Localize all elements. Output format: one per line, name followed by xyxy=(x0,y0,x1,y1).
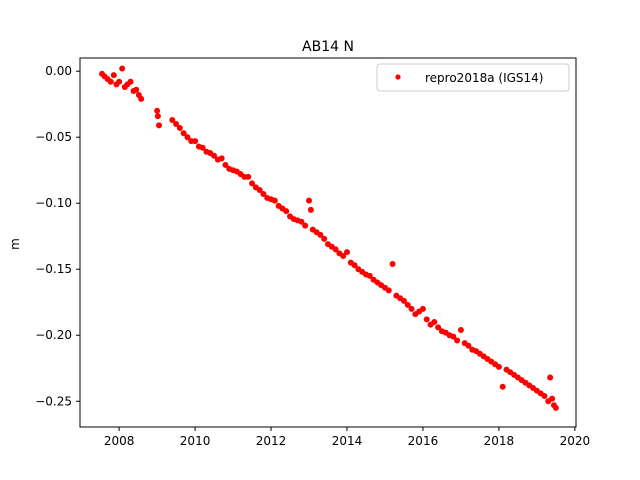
x-tick-label: 2010 xyxy=(180,434,211,448)
x-tick-label: 2012 xyxy=(256,434,287,448)
data-point xyxy=(317,231,324,238)
x-tick-label: 2016 xyxy=(408,434,439,448)
x-tick-label: 2014 xyxy=(332,434,363,448)
data-point xyxy=(321,235,328,242)
data-point xyxy=(423,316,430,323)
data-point xyxy=(366,272,373,279)
data-point xyxy=(465,342,472,349)
data-point xyxy=(199,144,206,151)
data-point xyxy=(547,374,554,381)
data-point xyxy=(343,249,350,256)
legend: repro2018a (IGS14) xyxy=(376,63,570,92)
data-point xyxy=(499,383,506,390)
y-tick-label: −0.20 xyxy=(35,328,72,342)
data-point xyxy=(245,173,252,180)
data-point xyxy=(271,197,278,204)
x-axis-ticks: 2008 2010 2012 2014 2016 2018 2020 xyxy=(104,427,590,448)
y-tick-label: 0.00 xyxy=(45,64,72,78)
data-point xyxy=(495,363,502,370)
y-tick-label: −0.15 xyxy=(35,262,72,276)
data-point xyxy=(154,107,161,114)
data-point xyxy=(211,152,218,159)
data-point xyxy=(110,72,117,79)
data-point xyxy=(435,324,442,331)
data-point xyxy=(283,208,290,215)
data-point xyxy=(173,121,180,128)
data-point xyxy=(154,113,161,120)
data-point xyxy=(431,319,438,326)
plot-frame xyxy=(79,57,577,428)
data-point xyxy=(127,78,134,85)
data-point xyxy=(385,287,392,294)
data-point xyxy=(340,253,347,260)
data-point xyxy=(408,305,415,312)
data-point xyxy=(249,180,256,187)
data-point xyxy=(133,86,140,93)
data-point xyxy=(192,138,199,145)
data-point xyxy=(107,78,114,85)
x-tick-label: 2020 xyxy=(560,434,591,448)
data-point xyxy=(400,297,407,304)
y-tick-label: −0.05 xyxy=(35,130,72,144)
data-point xyxy=(176,124,183,131)
data-point xyxy=(454,337,461,344)
data-point xyxy=(222,161,229,168)
data-points xyxy=(99,65,559,411)
data-point xyxy=(450,333,457,340)
data-point xyxy=(419,305,426,312)
x-tick-label: 2008 xyxy=(104,434,135,448)
chart-title: AB14 N xyxy=(302,39,354,55)
data-point xyxy=(302,222,309,229)
data-point xyxy=(552,404,559,411)
legend-box xyxy=(376,63,570,92)
legend-marker xyxy=(395,74,401,80)
data-point xyxy=(169,117,176,124)
data-point xyxy=(184,134,191,141)
data-point xyxy=(218,155,225,162)
y-axis-label: m xyxy=(8,238,22,250)
data-point xyxy=(260,190,267,197)
data-point xyxy=(256,187,263,194)
data-point xyxy=(307,206,314,213)
data-point xyxy=(116,78,123,85)
data-point xyxy=(306,197,313,204)
data-point xyxy=(404,301,411,308)
y-axis-ticks: 0.00 −0.05 −0.10 −0.15 −0.20 −0.25 xyxy=(35,64,80,408)
data-point xyxy=(119,65,126,72)
legend-label: repro2018a (IGS14) xyxy=(425,71,543,85)
data-point xyxy=(457,326,464,333)
data-point xyxy=(351,262,358,269)
data-point xyxy=(541,392,548,399)
data-point xyxy=(549,395,556,402)
y-tick-label: −0.10 xyxy=(35,196,72,210)
data-point xyxy=(156,122,162,129)
y-tick-label: −0.25 xyxy=(35,394,72,408)
data-point xyxy=(180,130,187,137)
data-point xyxy=(138,95,145,102)
data-point xyxy=(389,260,396,267)
x-tick-label: 2018 xyxy=(484,434,515,448)
data-point xyxy=(298,218,305,225)
data-point xyxy=(332,246,339,253)
